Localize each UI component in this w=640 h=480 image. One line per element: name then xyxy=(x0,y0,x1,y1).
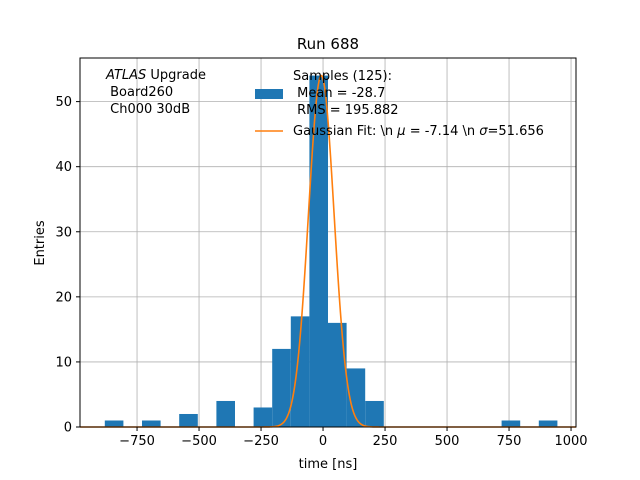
y-tick-label: 30 xyxy=(55,225,72,240)
histogram-bar xyxy=(253,407,273,427)
legend-samples-line-2: Mean = -28.7 xyxy=(293,86,385,101)
legend-samples-line-1: Samples (125): xyxy=(293,69,392,84)
x-tick-label: 0 xyxy=(319,434,327,449)
legend-fit-mid: = -7.14 \n xyxy=(406,124,480,139)
annotation-line-1: ATLAS Upgrade xyxy=(105,68,206,83)
x-tick-label: −250 xyxy=(243,434,279,449)
y-axis-ticks: 0 10 20 30 40 50 xyxy=(55,95,80,436)
annotation-line-2: Board260 xyxy=(106,85,173,100)
legend-fit-prefix: Gaussian Fit: \n xyxy=(293,124,397,139)
annotation-atlas: ATLAS xyxy=(105,68,146,83)
legend-fit-label: Gaussian Fit: \n μ = -7.14 \n σ=51.656 xyxy=(293,124,544,139)
chart-title: Run 688 xyxy=(297,35,359,53)
y-axis-label: Entries xyxy=(33,220,48,266)
x-axis-label: time [ns] xyxy=(299,457,358,472)
legend: Samples (125): Mean = -28.7 RMS = 195.88… xyxy=(255,69,544,139)
histogram-bar xyxy=(538,420,558,427)
histogram-bar xyxy=(501,420,521,427)
histogram-bar xyxy=(309,75,328,428)
legend-samples-line-3: RMS = 195.882 xyxy=(293,103,399,118)
plot-frame xyxy=(79,57,577,428)
legend-fit-sigma: σ xyxy=(479,124,488,139)
histogram-bar xyxy=(104,420,124,427)
histogram-bar xyxy=(142,420,161,427)
legend-fit-suffix: =51.656 xyxy=(488,124,544,139)
annotation-upgrade: Upgrade xyxy=(146,68,206,83)
histogram-bar xyxy=(365,400,384,427)
atlas-annotation: ATLAS Upgrade Board260 Ch000 30dB xyxy=(105,68,206,117)
x-tick-label: 750 xyxy=(497,434,522,449)
histogram-bar xyxy=(272,348,291,427)
x-tick-label: 500 xyxy=(435,434,460,449)
histogram-bar xyxy=(179,413,198,427)
y-tick-label: 10 xyxy=(55,355,72,370)
x-tick-label: −750 xyxy=(119,434,155,449)
histogram-bars xyxy=(104,75,558,428)
annotation-line-3: Ch000 30dB xyxy=(106,102,190,117)
x-tick-label: 250 xyxy=(373,434,398,449)
histogram-bar xyxy=(290,316,310,427)
x-tick-label: −500 xyxy=(181,434,217,449)
legend-swatch-samples xyxy=(255,89,283,99)
y-tick-label: 50 xyxy=(55,95,72,110)
histogram-bar xyxy=(216,400,235,427)
histogram-bar xyxy=(346,368,366,427)
x-tick-label: 1000 xyxy=(554,434,587,449)
y-tick-label: 0 xyxy=(64,421,72,436)
legend-fit-mu: μ xyxy=(396,124,405,139)
histogram-bar xyxy=(328,322,347,427)
y-tick-label: 40 xyxy=(55,160,72,175)
x-axis-ticks: −750 −500 −250 0 250 500 750 1000 xyxy=(119,427,588,449)
y-tick-label: 20 xyxy=(55,290,72,305)
